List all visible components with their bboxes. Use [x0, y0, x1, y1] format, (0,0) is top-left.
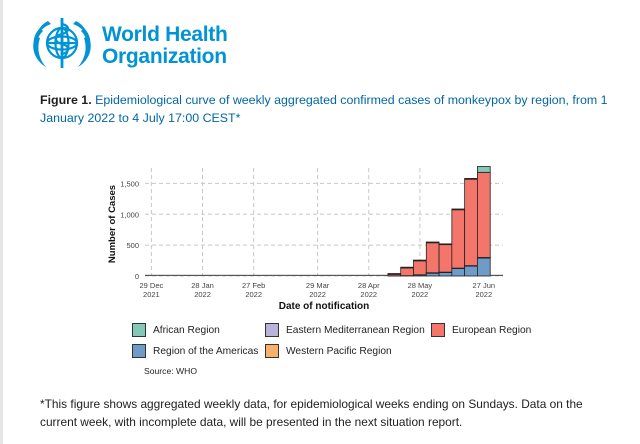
bar-african-region	[464, 178, 478, 180]
y-tick-label: 1,000	[120, 210, 139, 219]
x-tick-label: 28 May	[408, 281, 433, 290]
figure-label: Figure 1.	[40, 93, 92, 107]
x-tick-label: 27 Jun	[473, 281, 496, 290]
y-tick-label: 1,500	[120, 179, 139, 188]
org-name-line1: World Health	[102, 23, 228, 46]
x-tick-year-label: 2022	[475, 290, 492, 299]
x-tick-label: 28 Apr	[358, 281, 380, 290]
x-tick-year-label: 2022	[194, 290, 211, 299]
bar-region-of-the-americas	[464, 265, 478, 277]
bar-region-of-the-americas	[438, 272, 453, 277]
bar-african-region	[413, 259, 427, 262]
organization-name: World Health Organization	[102, 24, 228, 68]
bar-african-region	[451, 208, 466, 211]
figure-caption: Figure 1. Epidemiological curve of weekl…	[40, 91, 615, 127]
x-tick-label: 27 Feb	[242, 281, 265, 290]
x-tick-year-label: 2022	[412, 290, 429, 299]
bar-african-region	[425, 241, 440, 244]
x-tick-label: 29 Dec	[140, 281, 164, 290]
bar-european-region	[438, 244, 453, 273]
bar-african-region	[477, 166, 491, 173]
bar-region-of-the-americas	[451, 268, 466, 277]
who-logo-icon	[33, 18, 91, 68]
x-tick-year-label: 2022	[360, 290, 377, 299]
x-tick-year-label: 2022	[245, 290, 262, 299]
y-axis-title: Number of Cases	[107, 185, 118, 263]
bar-african-region	[387, 273, 402, 275]
figure-caption-text: Epidemiological curve of weekly aggregat…	[40, 93, 608, 125]
org-name-line2: Organization	[102, 45, 227, 68]
bar-region-of-the-americas	[425, 272, 440, 277]
x-tick-year-label: 2022	[309, 290, 326, 299]
bar-layer	[145, 166, 503, 277]
y-tick-label: 500	[126, 241, 139, 250]
bar-region-of-the-americas	[477, 257, 491, 277]
bar-european-region	[413, 260, 427, 276]
bar-european-region	[464, 178, 478, 267]
bar-african-region	[400, 266, 414, 269]
footnote: *This figure shows aggregated weekly dat…	[40, 397, 583, 429]
page-edge	[0, 0, 3, 444]
y-tick-label: 0	[135, 272, 139, 281]
x-tick-year-label: 2021	[143, 290, 160, 299]
x-axis-title: Date of notification	[279, 301, 370, 312]
bar-european-region	[451, 209, 466, 269]
x-tick-label: 29 Mar	[306, 281, 330, 290]
bar-european-region	[400, 267, 414, 277]
bar-european-region	[425, 242, 440, 274]
source-note: Source: WHO	[144, 366, 198, 376]
bar-european-region	[477, 171, 491, 258]
x-tick-label: 28 Jan	[191, 281, 214, 290]
bar-african-region	[438, 243, 453, 246]
